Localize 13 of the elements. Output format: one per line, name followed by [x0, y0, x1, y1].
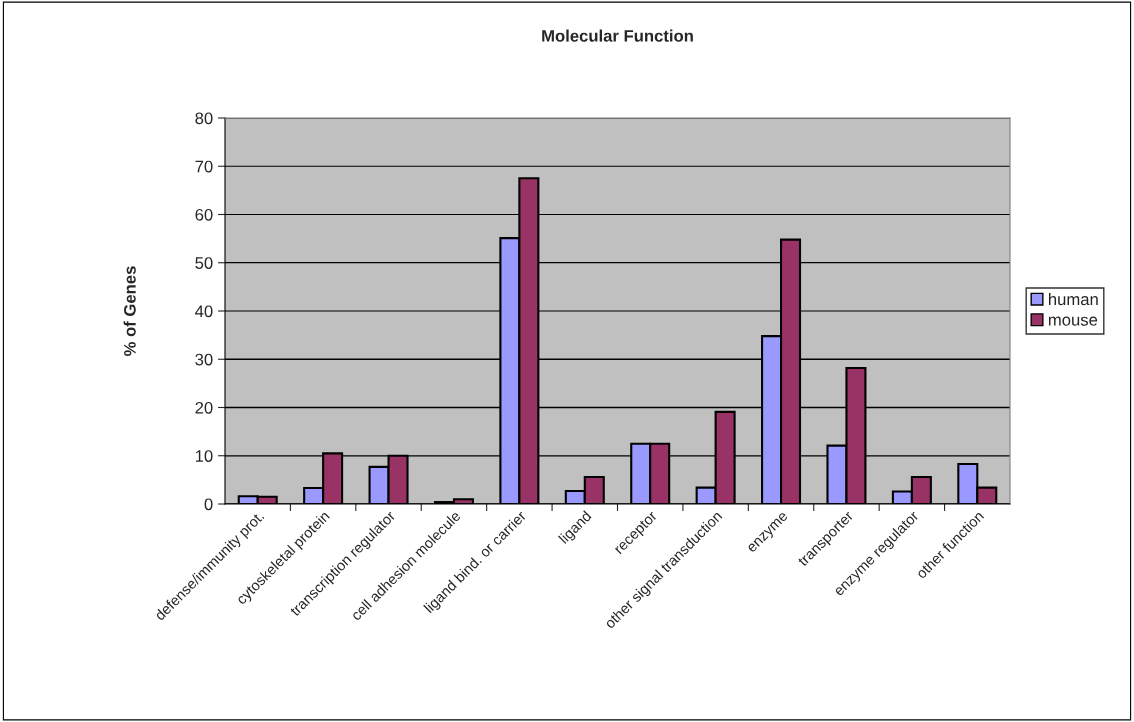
legend-label: human: [1049, 292, 1098, 306]
y-tick-label: 70: [195, 160, 213, 173]
y-tick-label: 0: [204, 498, 213, 511]
y-tick-label: 20: [195, 401, 213, 414]
y-tick-label: 40: [195, 305, 213, 318]
chart-title: Molecular Function: [542, 29, 693, 42]
y-tick-label: 10: [195, 450, 213, 462]
y-tick-label: 30: [195, 353, 213, 366]
y-tick-label: 50: [195, 257, 213, 269]
y-axis-title: % of Genes: [123, 266, 136, 356]
legend-label: mouse: [1048, 316, 1098, 326]
y-tick-label: 80: [195, 112, 213, 125]
y-tick-label: 60: [195, 208, 213, 221]
